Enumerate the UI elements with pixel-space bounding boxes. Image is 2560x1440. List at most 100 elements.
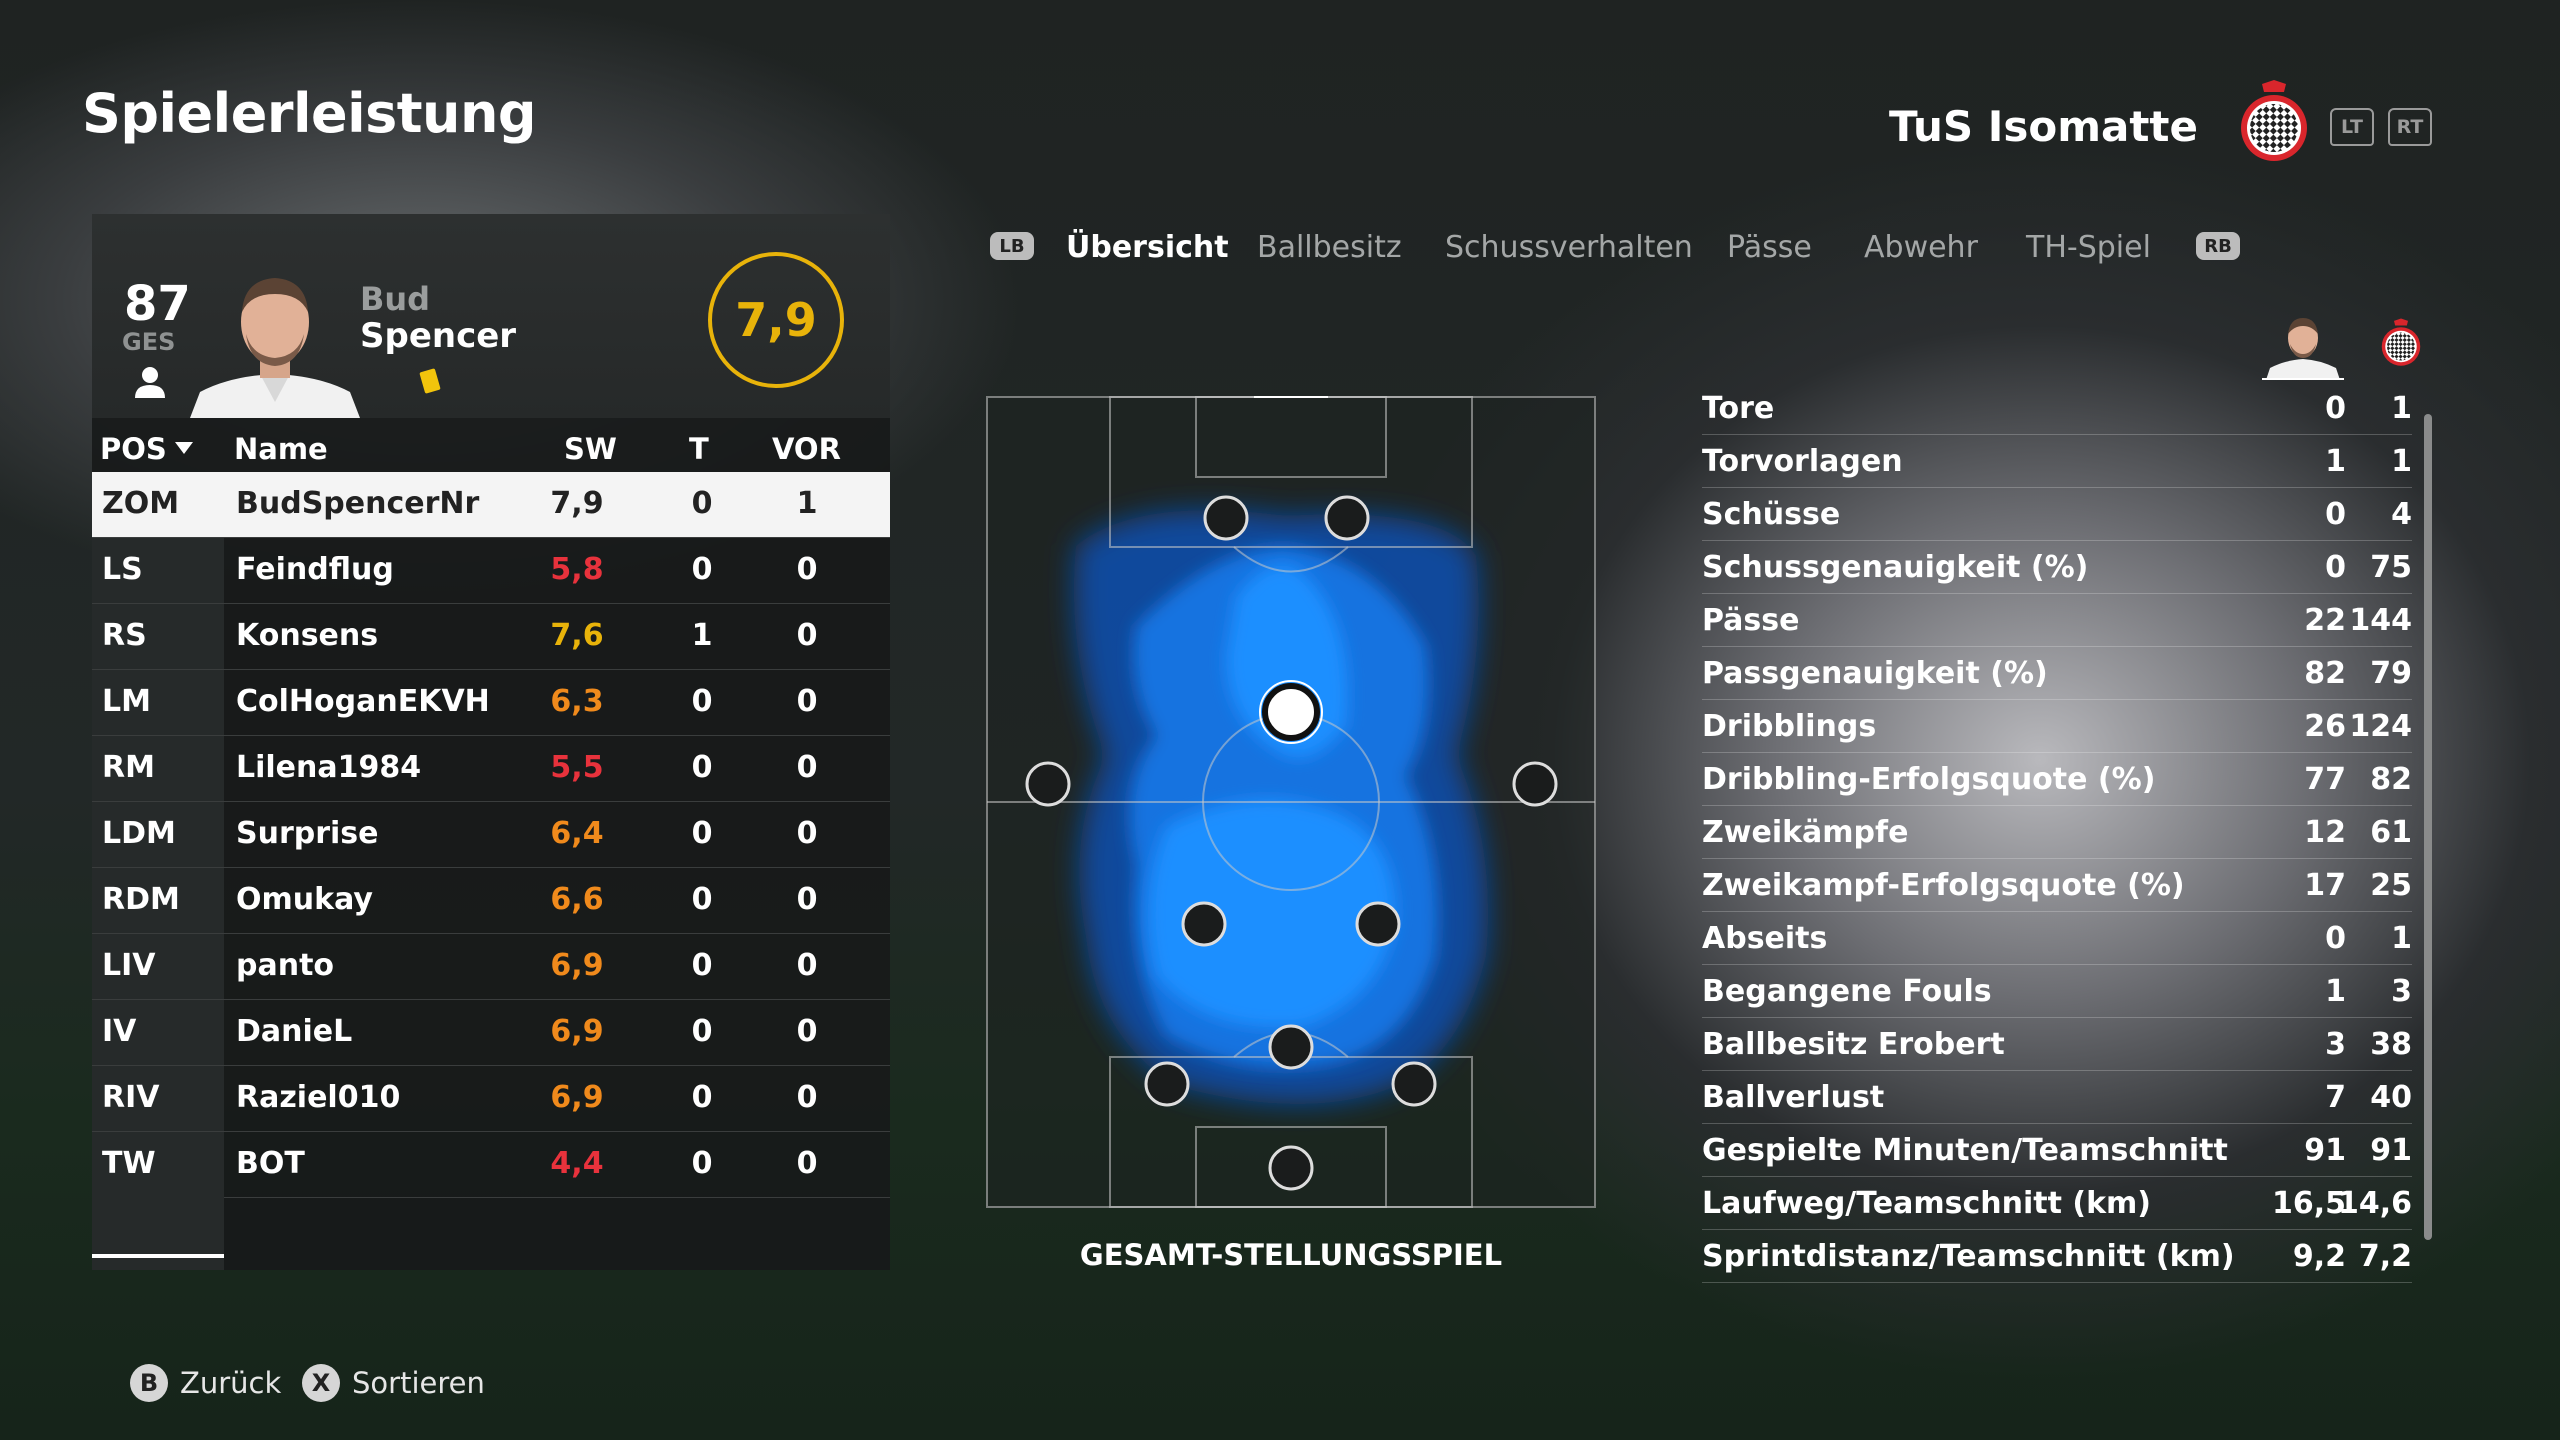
- row-sw: 5,5: [550, 750, 604, 785]
- stat-team-value: 1: [2391, 921, 2412, 956]
- tab-abwehr[interactable]: Abwehr: [1864, 230, 1978, 265]
- stat-team-value: 7,2: [2358, 1239, 2412, 1274]
- tab-th-spiel[interactable]: TH-Spiel: [2026, 230, 2151, 265]
- tab-ballbesitz[interactable]: Ballbesitz: [1257, 230, 1402, 265]
- stat-label: Dribblings: [1702, 709, 1877, 744]
- stat-team-value: 75: [2370, 550, 2412, 585]
- stat-player-value: 77: [2304, 762, 2346, 797]
- table-row[interactable]: LM ColHoganEKVH 6,3 0 0: [92, 670, 890, 736]
- stat-player-value: 26: [2304, 709, 2346, 744]
- stat-team-value: 1: [2391, 391, 2412, 426]
- table-row[interactable]: RM Lilena1984 5,5 0 0: [92, 736, 890, 802]
- stat-row: Zweikampf-Erfolgsquote (%) 17 25: [1702, 859, 2412, 912]
- stat-player-value: 0: [2325, 391, 2346, 426]
- sort-down-icon: [174, 442, 193, 454]
- row-pos: RM: [102, 750, 155, 785]
- row-sw: 5,8: [550, 552, 604, 587]
- player-avatar-small: [2262, 318, 2344, 380]
- player-first-name: Bud: [360, 280, 431, 318]
- tab-paesse[interactable]: Pässe: [1727, 230, 1812, 265]
- marker-rdm: [1355, 901, 1401, 947]
- stat-row: Laufweg/Teamschnitt (km) 16,5 14,6: [1702, 1177, 2412, 1230]
- match-rating: 7,9: [708, 252, 844, 388]
- row-pos-cell: RM: [92, 736, 224, 801]
- col-vor[interactable]: VOR: [772, 432, 841, 466]
- row-pos: RS: [102, 618, 147, 653]
- row-vor: 0: [796, 684, 818, 719]
- table-row[interactable]: ZOM BudSpencerNr 7,9 0 1: [92, 472, 890, 538]
- stat-label: Laufweg/Teamschnitt (km): [1702, 1186, 2151, 1221]
- row-name: Lilena1984: [236, 750, 422, 785]
- table-row[interactable]: LS Feindflug 5,8 0 0: [92, 538, 890, 604]
- row-name: Raziel010: [236, 1080, 401, 1115]
- row-pos-cell: LIV: [92, 934, 224, 999]
- tab-uebersicht[interactable]: Übersicht: [1066, 230, 1229, 265]
- stat-label: Ballbesitz Erobert: [1702, 1027, 2005, 1062]
- table-row[interactable]: LDM Surprise 6,4 0 0: [92, 802, 890, 868]
- row-t: 0: [691, 552, 713, 587]
- col-t[interactable]: T: [689, 432, 709, 466]
- stat-row: Passgenauigkeit (%) 82 79: [1702, 647, 2412, 700]
- col-name[interactable]: Name: [234, 432, 328, 466]
- row-pos: LS: [102, 552, 143, 587]
- sort-label[interactable]: Sortieren: [352, 1366, 485, 1400]
- team-name: TuS Isomatte: [1888, 102, 2198, 151]
- table-row[interactable]: LIV panto 6,9 0 0: [92, 934, 890, 1000]
- row-name: Konsens: [236, 618, 379, 653]
- stat-team-value: 40: [2370, 1080, 2412, 1115]
- row-pos-cell: TW: [92, 1132, 224, 1197]
- stat-label: Pässe: [1702, 603, 1800, 638]
- row-pos: RIV: [102, 1080, 160, 1115]
- col-sw[interactable]: SW: [564, 432, 617, 466]
- stat-row: Pässe 22 144: [1702, 594, 2412, 647]
- lt-trigger-button[interactable]: LT: [2330, 108, 2374, 146]
- b-button-icon[interactable]: B: [130, 1364, 168, 1402]
- table-row[interactable]: TW BOT 4,4 0 0: [92, 1132, 890, 1198]
- stat-team-value: 82: [2370, 762, 2412, 797]
- row-t: 0: [691, 816, 713, 851]
- stats-scrollbar[interactable]: [2424, 414, 2432, 1240]
- row-t: 0: [691, 948, 713, 983]
- stat-row: Ballbesitz Erobert 3 38: [1702, 1018, 2412, 1071]
- rb-bumper-button[interactable]: RB: [2196, 232, 2240, 260]
- row-t: 0: [691, 1080, 713, 1115]
- row-t: 0: [691, 882, 713, 917]
- row-t: 0: [691, 750, 713, 785]
- stat-row: Begangene Fouls 1 3: [1702, 965, 2412, 1018]
- stat-player-value: 22: [2304, 603, 2346, 638]
- position-column-indicator: [92, 1254, 224, 1258]
- stat-team-value: 144: [2349, 603, 2412, 638]
- row-sw: 6,4: [550, 816, 604, 851]
- row-name: ColHoganEKVH: [236, 684, 490, 719]
- row-sw: 6,3: [550, 684, 604, 719]
- row-t: 1: [691, 618, 713, 653]
- rt-trigger-button[interactable]: RT: [2388, 108, 2432, 146]
- stat-row: Abseits 0 1: [1702, 912, 2412, 965]
- stat-player-value: 1: [2325, 974, 2346, 1009]
- player-avatar: [190, 278, 360, 418]
- marker-selected-zom: [1262, 683, 1320, 741]
- x-button-icon[interactable]: X: [302, 1364, 340, 1402]
- table-row[interactable]: IV DanieL 6,9 0 0: [92, 1000, 890, 1066]
- page-title: Spielerleistung: [82, 82, 537, 145]
- col-pos[interactable]: POS: [100, 432, 193, 466]
- table-row[interactable]: RDM Omukay 6,6 0 0: [92, 868, 890, 934]
- row-sw: 6,9: [550, 1080, 604, 1115]
- stat-label: Tore: [1702, 391, 1775, 426]
- player-last-name: Spencer: [360, 316, 517, 356]
- row-pos: LDM: [102, 816, 176, 851]
- back-label[interactable]: Zurück: [180, 1366, 282, 1400]
- table-row[interactable]: RS Konsens 7,6 1 0: [92, 604, 890, 670]
- row-vor: 0: [796, 948, 818, 983]
- marker-liv: [1144, 1061, 1190, 1107]
- lb-bumper-button[interactable]: LB: [990, 232, 1034, 260]
- table-row[interactable]: RIV Raziel010 6,9 0 0: [92, 1066, 890, 1132]
- row-pos-cell: ZOM: [92, 472, 224, 537]
- stat-team-value: 14,6: [2337, 1186, 2412, 1221]
- marker-rm: [1512, 761, 1558, 807]
- row-sw: 6,6: [550, 882, 604, 917]
- stat-player-value: 91: [2304, 1133, 2346, 1168]
- stat-player-value: 0: [2325, 921, 2346, 956]
- tab-schussverhalten[interactable]: Schussverhalten: [1445, 230, 1693, 265]
- stat-row: Torvorlagen 1 1: [1702, 435, 2412, 488]
